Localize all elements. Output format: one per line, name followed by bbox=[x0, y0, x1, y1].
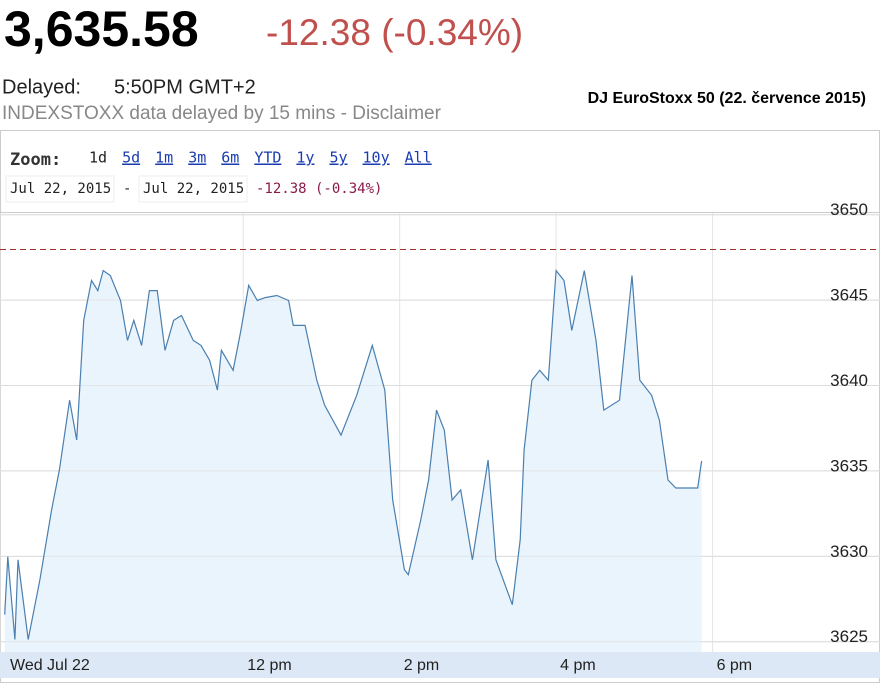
price-change: -12.38 (-0.34%) bbox=[266, 12, 523, 53]
zoom-option[interactable]: 1m bbox=[155, 149, 173, 167]
zoom-option[interactable]: 5d bbox=[122, 149, 140, 167]
price: 3,635.58 bbox=[4, 1, 199, 57]
zoom-option[interactable]: All bbox=[405, 149, 432, 167]
x-axis-band bbox=[0, 652, 880, 678]
range-separator: - bbox=[123, 181, 131, 197]
zoom-options: 1d 5d 1m 3m 6m YTD 1y 5y 10y All bbox=[89, 149, 432, 167]
plot: 3625 3630 3635 3640 3645 3650 Wed Jul 22 12 pm 2… bbox=[0, 200, 880, 674]
y-tick-label: 3635 bbox=[830, 456, 868, 475]
zoom-option[interactable]: 5y bbox=[329, 149, 347, 167]
disclaimer[interactable]: INDEXSTOXX data delayed by 15 mins - Dis… bbox=[2, 103, 442, 124]
x-tick-label: 4 pm bbox=[560, 657, 596, 674]
y-tick-label: 3640 bbox=[830, 371, 868, 390]
zoom-option[interactable]: 3m bbox=[188, 149, 206, 167]
zoom-label: Zoom: bbox=[10, 150, 61, 170]
zoom-option[interactable]: 6m bbox=[221, 149, 239, 167]
range-from-box[interactable] bbox=[5, 175, 115, 203]
y-tick-label: 3630 bbox=[830, 542, 868, 561]
x-tick-label: 6 pm bbox=[717, 657, 753, 674]
x-tick-label: 2 pm bbox=[404, 657, 440, 674]
range-to-box[interactable] bbox=[138, 175, 248, 203]
y-tick-label: 3650 bbox=[830, 200, 868, 219]
y-tick-label: 3645 bbox=[830, 286, 868, 305]
range-change: -12.38 (-0.34%) bbox=[256, 181, 382, 197]
delayed-time: 5:50PM GMT+2 bbox=[114, 76, 256, 98]
caption: DJ EuroStoxx 50 (22. července 2015) bbox=[588, 90, 866, 107]
delayed-label: Delayed: bbox=[2, 76, 81, 98]
x-tick-label: 12 pm bbox=[247, 657, 291, 674]
y-tick-label: 3625 bbox=[830, 627, 868, 646]
zoom-option: 1d bbox=[89, 149, 107, 167]
zoom-option[interactable]: 10y bbox=[363, 149, 390, 167]
zoom-option[interactable]: YTD bbox=[254, 149, 281, 167]
range-to[interactable]: Jul 22, 2015 bbox=[143, 181, 244, 197]
area bbox=[4, 270, 702, 652]
zoom-option[interactable]: 1y bbox=[296, 149, 314, 167]
price-line bbox=[4, 269, 703, 640]
range-from[interactable]: Jul 22, 2015 bbox=[10, 181, 111, 197]
x-tick-label: Wed Jul 22 bbox=[10, 657, 90, 674]
